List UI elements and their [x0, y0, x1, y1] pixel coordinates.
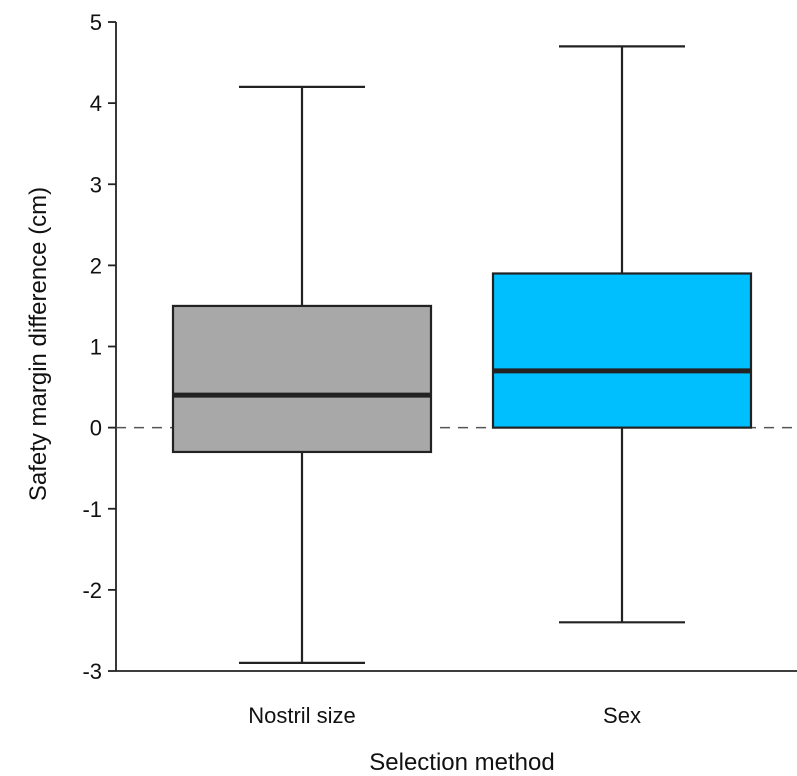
y-tick-label: 3: [90, 172, 102, 197]
y-tick-label: 2: [90, 253, 102, 278]
y-axis-title: Safety margin difference (cm): [25, 187, 52, 501]
x-tick-label-nostril-size: Nostril size: [248, 703, 356, 728]
y-tick-label: -1: [82, 497, 102, 522]
y-tick-label: 4: [90, 91, 102, 116]
y-tick-label: -3: [82, 659, 102, 684]
y-tick-label: 1: [90, 335, 102, 360]
y-tick-label: 0: [90, 416, 102, 441]
box-sex: [491, 272, 753, 429]
y-tick-label: -2: [82, 578, 102, 603]
x-tick-label-sex: Sex: [603, 703, 641, 728]
box-nostril-size: [171, 304, 433, 454]
y-tick-label: 5: [90, 10, 102, 35]
x-axis-title: Selection method: [369, 749, 554, 776]
